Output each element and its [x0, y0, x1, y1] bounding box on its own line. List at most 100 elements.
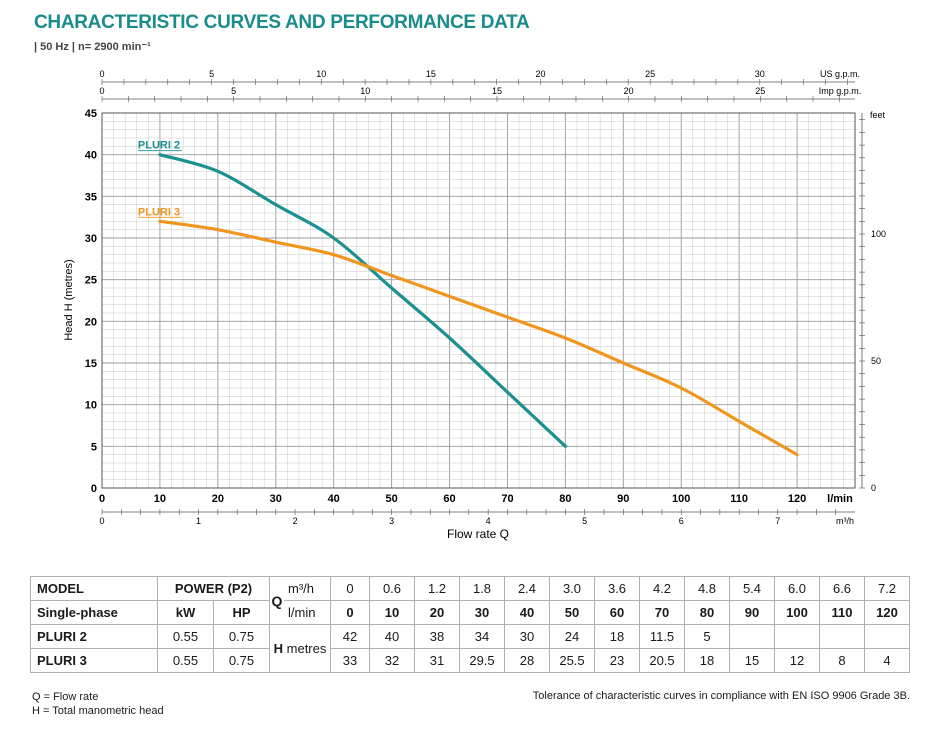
y-tick-label: 20: [85, 316, 97, 328]
col-power-header: POWER (P2): [157, 576, 270, 601]
lmin-cell: 70: [639, 600, 685, 625]
imp-gpm-unit-label: Imp g.p.m.: [819, 86, 862, 96]
y-tick-label: 35: [85, 191, 97, 203]
m3h-tick-label: 3: [389, 516, 394, 526]
m3h-cell: 2.4: [504, 576, 550, 601]
us-gpm-tick-label: 15: [426, 69, 436, 79]
legend-notes: Q = Flow rate H = Total manometric head: [32, 690, 164, 718]
lmin-cell: 0: [330, 600, 370, 625]
m3h-tick-label: 4: [486, 516, 491, 526]
y-tick-label: 45: [85, 108, 97, 120]
lmin-cell: 110: [819, 600, 865, 625]
head-cell: [819, 624, 865, 649]
series-line: [158, 219, 799, 457]
m3h-cell: 4.2: [639, 576, 685, 601]
m3h-cell: 4.8: [684, 576, 730, 601]
m3h-tick-label: 0: [99, 516, 104, 526]
series-line: [158, 153, 567, 448]
feet-unit-label: feet: [870, 110, 886, 120]
imp-gpm-tick-label: 20: [624, 86, 634, 96]
lmin-cell: 10: [369, 600, 415, 625]
m3h-unit-label: m³/h: [836, 516, 854, 526]
row-model-name: PLURI 3: [30, 648, 158, 673]
head-cell: 20.5: [639, 648, 685, 673]
y-tick-label: 10: [85, 400, 97, 412]
y-tick-label: 40: [85, 150, 97, 162]
x-tick-label: 110: [730, 493, 748, 505]
row-hp: 0.75: [213, 648, 270, 673]
y-tick-label: 5: [91, 441, 97, 453]
y-axis-label: Head H (metres): [63, 259, 75, 340]
h-unit-cell: H metres: [269, 624, 331, 673]
page-subtitle: | 50 Hz | n= 2900 min⁻¹: [34, 41, 151, 53]
m3h-cell: 0: [330, 576, 370, 601]
feet-tick-label: 100: [871, 229, 886, 239]
head-cell: 11.5: [639, 624, 685, 649]
col-single-phase-header: Single-phase: [30, 600, 158, 625]
us-gpm-unit-label: US g.p.m.: [820, 69, 860, 79]
col-hp-header: HP: [213, 600, 270, 625]
x-tick-label: 0: [99, 493, 105, 505]
head-cell: 8: [819, 648, 865, 673]
performance-chart: Head H (metres)Flow rate Q 0510152025303…: [63, 69, 886, 541]
m3h-cell: 7.2: [864, 576, 910, 601]
y-tick-label: 25: [85, 275, 97, 287]
head-cell: 25.5: [549, 648, 595, 673]
us-gpm-tick-label: 25: [645, 69, 655, 79]
m3h-cell: 0.6: [369, 576, 415, 601]
x-tick-label: 30: [270, 493, 282, 505]
performance-table: MODEL POWER (P2) Q m³/h 0 0.6 1.2 1.8 2.…: [30, 576, 910, 673]
x-unit-label: l/min: [827, 493, 853, 505]
q-unit-lmin: l/min: [284, 600, 331, 625]
head-cell: 5: [684, 624, 730, 649]
us-gpm-tick-label: 5: [209, 69, 214, 79]
y-tick-label: 0: [91, 483, 97, 495]
legend-q: Q = Flow rate: [32, 691, 99, 703]
imp-gpm-tick-label: 15: [492, 86, 502, 96]
head-cell: 40: [369, 624, 415, 649]
feet-tick-label: 0: [871, 483, 876, 493]
head-cell: 33: [330, 648, 370, 673]
x-tick-label: 40: [328, 493, 340, 505]
lmin-cell: 20: [414, 600, 460, 625]
x-tick-label: 120: [788, 493, 806, 505]
m3h-cell: 6.6: [819, 576, 865, 601]
us-gpm-tick-label: 30: [755, 69, 765, 79]
row-hp: 0.75: [213, 624, 270, 649]
x-tick-label: 80: [559, 493, 571, 505]
h-unit: metres: [286, 641, 327, 656]
x-tick-label: 20: [212, 493, 224, 505]
lmin-cell: 100: [774, 600, 820, 625]
q-unit-m3h: m³/h: [284, 576, 331, 601]
x-tick-label: 70: [501, 493, 513, 505]
us-gpm-tick-label: 0: [99, 69, 104, 79]
lmin-cell: 40: [504, 600, 550, 625]
head-cell: [774, 624, 820, 649]
x-tick-label: 90: [617, 493, 629, 505]
m3h-tick-label: 7: [775, 516, 780, 526]
imp-gpm-tick-label: 5: [231, 86, 236, 96]
m3h-tick-label: 6: [679, 516, 684, 526]
chart-axes: Head H (metres) Flow rate Q: [63, 79, 865, 541]
col-model-header: MODEL: [30, 576, 158, 601]
x-tick-label: 60: [443, 493, 455, 505]
legend-h: H = Total manometric head: [32, 705, 164, 717]
lmin-cell: 80: [684, 600, 730, 625]
y-tick-label: 30: [85, 233, 97, 245]
us-gpm-tick-label: 10: [316, 69, 326, 79]
lmin-cell: 120: [864, 600, 910, 625]
h-label: H: [273, 641, 284, 656]
m3h-cell: 1.8: [459, 576, 505, 601]
col-kw-header: kW: [157, 600, 214, 625]
head-cell: 24: [549, 624, 595, 649]
row-kw: 0.55: [157, 624, 214, 649]
m3h-cell: 6.0: [774, 576, 820, 601]
m3h-cell: 5.4: [729, 576, 775, 601]
m3h-tick-label: 5: [582, 516, 587, 526]
lmin-cell: 30: [459, 600, 505, 625]
lmin-cell: 90: [729, 600, 775, 625]
m3h-tick-label: 2: [293, 516, 298, 526]
y-tick-label: 15: [85, 358, 97, 370]
imp-gpm-tick-label: 10: [360, 86, 370, 96]
